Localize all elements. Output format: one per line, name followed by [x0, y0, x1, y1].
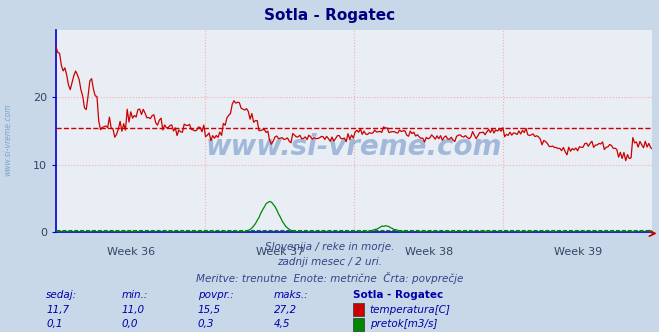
Text: 27,2: 27,2 — [273, 305, 297, 315]
Text: 0,0: 0,0 — [122, 319, 138, 329]
Text: www.si-vreme.com: www.si-vreme.com — [3, 103, 13, 176]
Text: Meritve: trenutne  Enote: metrične  Črta: povprečje: Meritve: trenutne Enote: metrične Črta: … — [196, 272, 463, 284]
Text: Week 37: Week 37 — [256, 247, 304, 257]
Text: Week 36: Week 36 — [107, 247, 155, 257]
Text: Sotla - Rogatec: Sotla - Rogatec — [353, 290, 443, 299]
Text: povpr.:: povpr.: — [198, 290, 233, 299]
Text: 11,7: 11,7 — [46, 305, 69, 315]
Text: Week 39: Week 39 — [554, 247, 602, 257]
Text: 0,1: 0,1 — [46, 319, 63, 329]
Text: 4,5: 4,5 — [273, 319, 290, 329]
Text: Sotla - Rogatec: Sotla - Rogatec — [264, 8, 395, 23]
Text: 15,5: 15,5 — [198, 305, 221, 315]
Text: www.si-vreme.com: www.si-vreme.com — [206, 133, 502, 161]
Text: pretok[m3/s]: pretok[m3/s] — [370, 319, 437, 329]
Text: sedaj:: sedaj: — [46, 290, 77, 299]
Text: 11,0: 11,0 — [122, 305, 145, 315]
Text: Slovenija / reke in morje.: Slovenija / reke in morje. — [265, 242, 394, 252]
Text: Week 38: Week 38 — [405, 247, 453, 257]
Text: temperatura[C]: temperatura[C] — [370, 305, 451, 315]
Text: zadnji mesec / 2 uri.: zadnji mesec / 2 uri. — [277, 257, 382, 267]
Text: maks.:: maks.: — [273, 290, 308, 299]
Text: 0,3: 0,3 — [198, 319, 214, 329]
Text: min.:: min.: — [122, 290, 148, 299]
